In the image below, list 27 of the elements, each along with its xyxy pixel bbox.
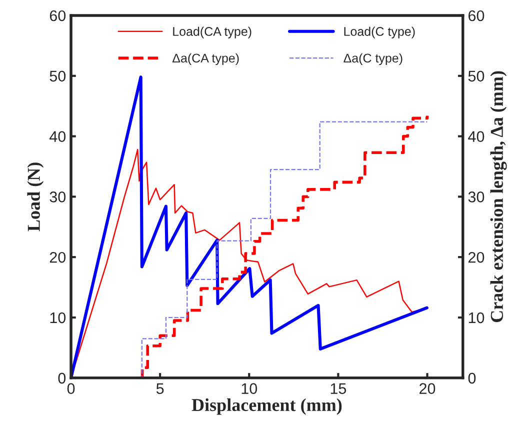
x-tick-label: 0 bbox=[67, 383, 75, 394]
y-tick-label: 30 bbox=[50, 192, 66, 202]
y2-tick-label: 20 bbox=[468, 252, 484, 263]
y-tick-label: 0 bbox=[58, 372, 66, 384]
y-tick-label: 40 bbox=[50, 131, 66, 142]
legend-label: Load(CA type) bbox=[173, 26, 252, 38]
y2-tick-label: 0 bbox=[468, 372, 476, 384]
y-tick-label: 10 bbox=[50, 312, 66, 324]
legend-label: Load(C type) bbox=[344, 26, 415, 38]
y-tick-label: 20 bbox=[50, 252, 66, 263]
legend-label: Δa(CA type) bbox=[172, 53, 239, 66]
line-series bbox=[71, 76, 428, 378]
y2-tick-label: 40 bbox=[468, 131, 484, 142]
y2-tick-label: 10 bbox=[468, 312, 484, 324]
y-tick-label: 50 bbox=[50, 70, 66, 82]
y-axis-title: Load (N) bbox=[27, 162, 44, 232]
x-tick-label: 10 bbox=[242, 383, 258, 394]
y2-tick-label: 60 bbox=[468, 10, 484, 22]
x-tick-label: 20 bbox=[420, 383, 436, 394]
legend-label: Δa(C type) bbox=[344, 53, 402, 66]
y2-tick-label: 30 bbox=[468, 192, 484, 202]
y-tick-label: 60 bbox=[50, 10, 66, 22]
x-axis-title: Displacement (mm) bbox=[192, 398, 342, 415]
y2-axis-title: Crack extension length, Δa (mm) bbox=[490, 71, 507, 322]
x-tick-label: 15 bbox=[330, 383, 346, 394]
y2-tick-label: 50 bbox=[468, 70, 484, 82]
x-tick-label: 5 bbox=[156, 383, 164, 394]
